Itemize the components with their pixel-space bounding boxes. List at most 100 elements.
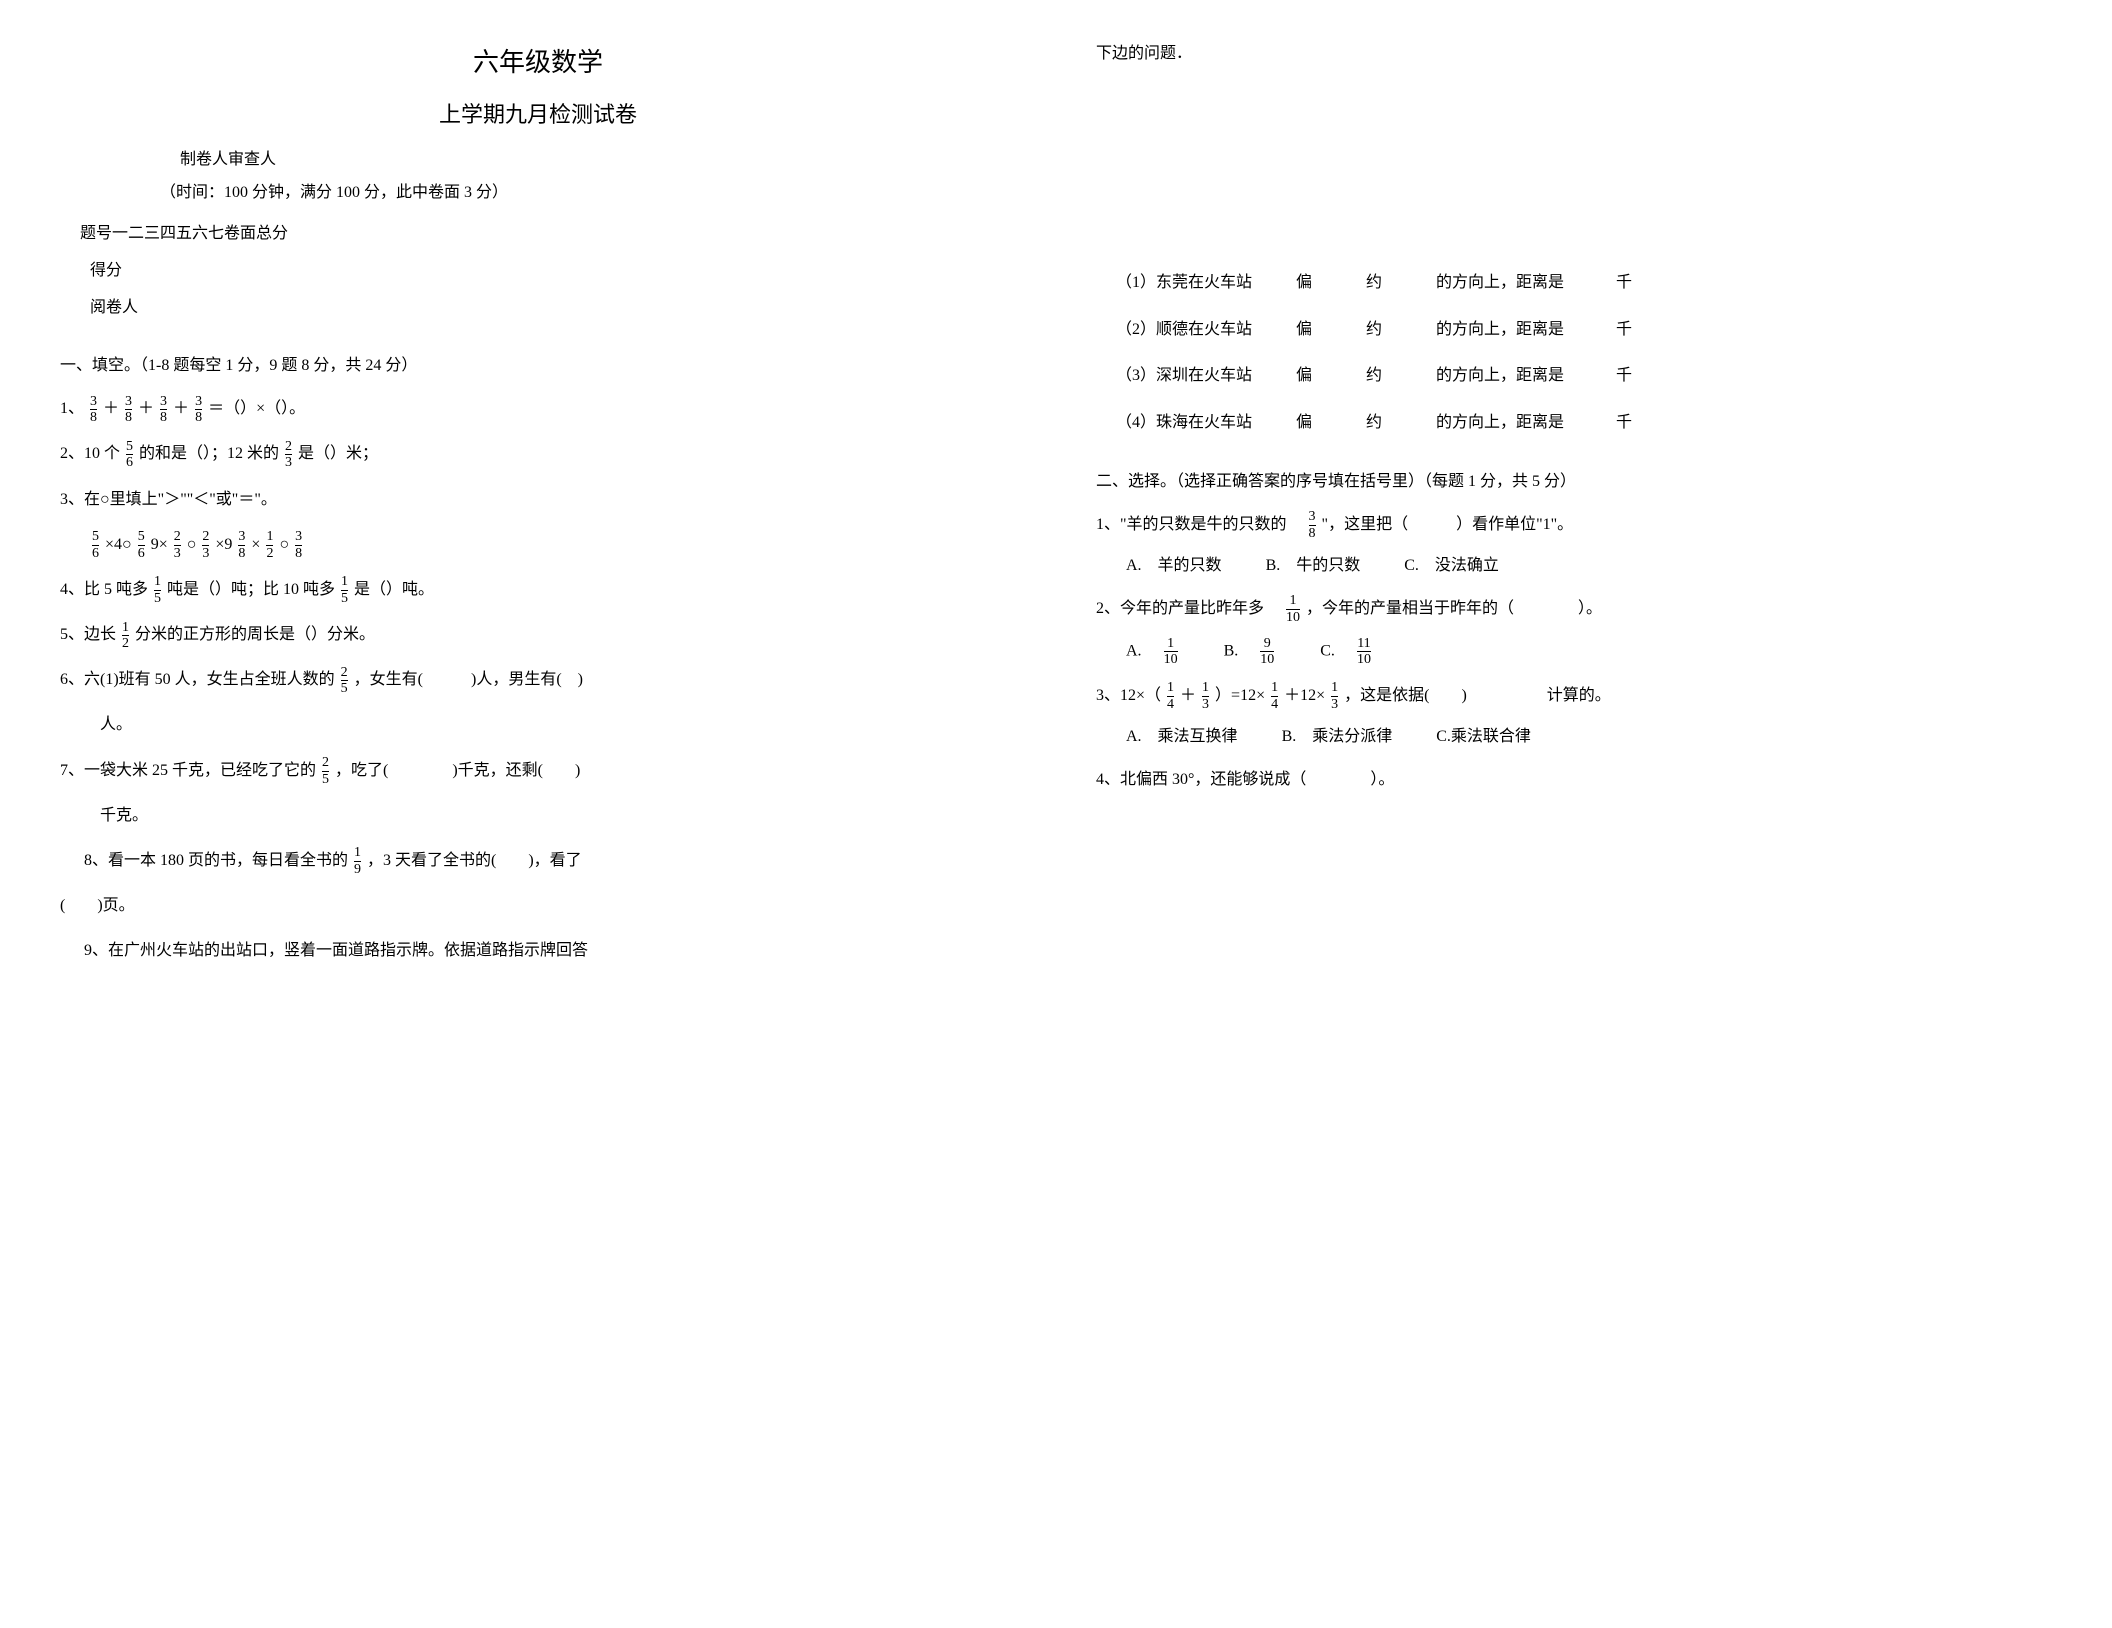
fill-label: （4）珠海在火车站: [1116, 409, 1296, 438]
plus1: ＋: [103, 400, 119, 417]
q6-mid: ，女生有( )人，男生有( ): [354, 671, 583, 688]
s2q3-optA: A. 乘法互换律: [1126, 723, 1238, 752]
q2-mid2: 是（）米；: [298, 445, 378, 462]
s2q2-optB-f: 910: [1260, 636, 1274, 668]
s2q1-optB: B. 牛的只数: [1266, 552, 1361, 581]
question-6: 6、六(1)班有 50 人，女生占全班人数的 25 ，女生有( )人，男生有( …: [60, 662, 1016, 697]
s2q2-optC: C. 1110: [1320, 636, 1373, 668]
s2q2-optA: A. 110: [1126, 636, 1180, 668]
q7-mid: ，吃了( )千克，还剩( ): [335, 762, 580, 779]
fill-b: 约: [1366, 362, 1436, 391]
question-4: 4、比 5 吨多 15 吨是（）吨；比 10 吨多 15 是（）吨。: [60, 572, 1016, 607]
s2q3-optC: C.乘法联合律: [1436, 723, 1531, 752]
s2q3-optB: B. 乘法分派律: [1282, 723, 1393, 752]
q4-f2: 15: [341, 574, 348, 606]
q8-f: 19: [354, 845, 361, 877]
fill-d: 千: [1616, 316, 1632, 345]
question-6-line2: 人。: [100, 707, 1016, 742]
q7-prefix: 7、一袋大米 25 千克，已经吃了它的: [60, 762, 320, 779]
score-header: 题号一二三四五六七卷面总分: [80, 220, 1016, 249]
q8-mid: ，3 天看了全书的( )，看了: [367, 852, 582, 869]
q3-t1: ×4○: [105, 536, 132, 553]
s2q2-optA-f: 110: [1164, 636, 1178, 668]
q1-frac2: 38: [125, 394, 132, 426]
q2-mid1: 的和是（）；12 米的: [139, 445, 283, 462]
q3-text: 3、在○里填上"＞""＜"或"＝"。: [60, 491, 277, 508]
plus3: ＋: [173, 400, 189, 417]
s2-question-2: 2、今年的产量比昨年多 110 ，今年的产量相当于昨年的（ ）。: [1096, 591, 2052, 626]
s2q2-optC-f: 1110: [1357, 636, 1371, 668]
s2q2-f: 110: [1286, 593, 1300, 625]
question-8-line2: ( )页。: [60, 888, 1016, 923]
s2q3-prefix: 3、12×（: [1096, 687, 1161, 704]
fill-b: 约: [1366, 316, 1436, 345]
q1-prefix: 1、: [60, 400, 84, 417]
s2q3-p1: ＋: [1180, 687, 1196, 704]
fill-a: 偏: [1296, 362, 1366, 391]
q7-f: 25: [322, 755, 329, 787]
question-8: 8、看一本 180 页的书，每日看全书的 19 ，3 天看了全书的( )，看了: [84, 843, 1016, 878]
s2q3-p3: ＋12×: [1284, 687, 1325, 704]
s2q3-f3: 14: [1271, 680, 1278, 712]
s2q2-optB: B. 910: [1224, 636, 1277, 668]
fill-rows: （1）东莞在火车站 偏 约 的方向上，距离是 千 （2）顺德在火车站 偏 约 的…: [1096, 269, 2052, 438]
fill-c: 的方向上，距离是: [1436, 269, 1616, 298]
section1-title: 一、填空。（1-8 题每空 1 分，9 题 8 分，共 24 分）: [60, 352, 1016, 381]
q5-f: 12: [122, 620, 129, 652]
question-1: 1、 38 ＋ 38 ＋ 38 ＋ 38 ＝（）×（）。: [60, 391, 1016, 426]
s2q3-suffix: ，这是依据( ) 计算的。: [1344, 687, 1611, 704]
fill-label: （1）东莞在火车站: [1116, 269, 1296, 298]
s2q2-options: A. 110 B. 910 C. 1110: [1126, 636, 2052, 668]
q3-f1: 56: [92, 529, 99, 561]
question-3: 3、在○里填上"＞""＜"或"＝"。: [60, 482, 1016, 517]
q4-f1: 15: [154, 574, 161, 606]
question-7-line2: 千克。: [100, 798, 1016, 833]
q3-t6: ○: [279, 536, 289, 553]
fill-a: 偏: [1296, 269, 1366, 298]
s2-question-3: 3、12×（ 14 ＋ 13 ）=12× 14 ＋12× 13 ，这是依据( )…: [1096, 678, 2052, 713]
q3-t2: 9×: [151, 536, 168, 553]
q8-prefix: 8、看一本 180 页的书，每日看全书的: [84, 852, 352, 869]
fill-d: 千: [1616, 269, 1632, 298]
fill-b: 约: [1366, 269, 1436, 298]
q1-frac4: 38: [195, 394, 202, 426]
fill-c: 的方向上，距离是: [1436, 316, 1616, 345]
q3-f6: 12: [266, 529, 273, 561]
question-2: 2、10 个 56 的和是（）；12 米的 23 是（）米；: [60, 436, 1016, 471]
fill-a: 偏: [1296, 316, 1366, 345]
fill-b: 约: [1366, 409, 1436, 438]
q4-mid1: 吨是（）吨；比 10 吨多: [167, 581, 339, 598]
s2-question-1: 1、"羊的只数是牛的只数的 38 "，这里把（ ）看作单位"1"。: [1096, 507, 2052, 542]
s2q1-options: A. 羊的只数 B. 牛的只数 C. 没法确立: [1126, 552, 2052, 581]
q2-frac1: 56: [126, 439, 133, 471]
fill-d: 千: [1616, 409, 1632, 438]
q6-f: 25: [341, 665, 348, 697]
q3-f5: 38: [238, 529, 245, 561]
fill-c: 的方向上，距离是: [1436, 362, 1616, 391]
s2q3-options: A. 乘法互换律 B. 乘法分派律 C.乘法联合律: [1126, 723, 2052, 752]
q1-frac3: 38: [160, 394, 167, 426]
question-9: 9、在广州火车站的出站口，竖着一面道路指示牌。依据道路指示牌回答: [84, 933, 1016, 968]
q3-t3: ○: [187, 536, 197, 553]
s2q1-optA: A. 羊的只数: [1126, 552, 1222, 581]
q4-mid2: 是（）吨。: [354, 581, 434, 598]
fill-row-4: （4）珠海在火车站 偏 约 的方向上，距离是 千: [1116, 409, 2052, 438]
q3-f4: 23: [202, 529, 209, 561]
s2q3-f1: 14: [1167, 680, 1174, 712]
q1-frac: 38: [90, 394, 97, 426]
section2-title: 二、选择。（选择正确答案的序号填在括号里）（每题 1 分，共 5 分）: [1096, 468, 2052, 497]
s2q2-suffix: ，今年的产量相当于昨年的（ ）。: [1306, 600, 1602, 617]
s2q2-prefix: 2、今年的产量比昨年多: [1096, 600, 1280, 617]
q3-t4: ×9: [215, 536, 232, 553]
q5-suffix: 分米的正方形的周长是（）分米。: [135, 626, 375, 643]
exam-page: 六年级数学 上学期九月检测试卷 制卷人审查人 （时间：100 分钟，满分 100…: [60, 40, 2052, 979]
q3-f3: 23: [174, 529, 181, 561]
fill-label: （2）顺德在火车站: [1116, 316, 1296, 345]
score-yuejuan: 阅卷人: [90, 294, 1016, 323]
meta-time: （时间：100 分钟，满分 100 分，此中卷面 3 分）: [160, 179, 1016, 208]
title-main: 六年级数学: [60, 40, 1016, 87]
s2q1-f: 38: [1309, 509, 1316, 541]
left-column: 六年级数学 上学期九月检测试卷 制卷人审查人 （时间：100 分钟，满分 100…: [60, 40, 1016, 979]
fill-row-1: （1）东莞在火车站 偏 约 的方向上，距离是 千: [1116, 269, 2052, 298]
s2q3-f2: 13: [1202, 680, 1209, 712]
